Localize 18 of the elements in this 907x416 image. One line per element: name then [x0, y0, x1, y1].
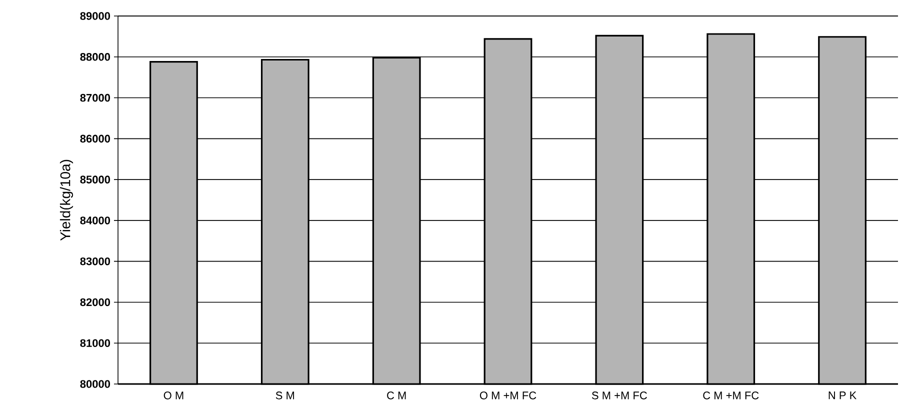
- y-tick-label: 83000: [80, 257, 110, 266]
- y-tick-label: 84000: [80, 216, 110, 224]
- y-tick-label: 81000: [80, 339, 110, 348]
- y-axis-title: Yield(kg/10a): [60, 160, 74, 241]
- x-tick-label: S M: [276, 392, 294, 400]
- y-tick-label: 87000: [80, 94, 110, 102]
- x-tick-label: C M: [387, 392, 406, 400]
- y-tick-label: 86000: [80, 134, 110, 143]
- y-tick-label: 82000: [80, 298, 110, 306]
- y-tick-label: 80000: [80, 380, 110, 388]
- x-tick-label: S M +M FC: [592, 392, 647, 400]
- y-tick-label: 85000: [80, 176, 110, 184]
- x-tick-label: C M +M FC: [703, 392, 759, 400]
- x-tick-label: N P K: [828, 392, 857, 400]
- x-tick-label: O M: [164, 392, 184, 400]
- y-tick-label: 89000: [80, 12, 110, 20]
- y-tick-label: 88000: [80, 53, 110, 61]
- x-tick-label: O M +M FC: [480, 392, 536, 400]
